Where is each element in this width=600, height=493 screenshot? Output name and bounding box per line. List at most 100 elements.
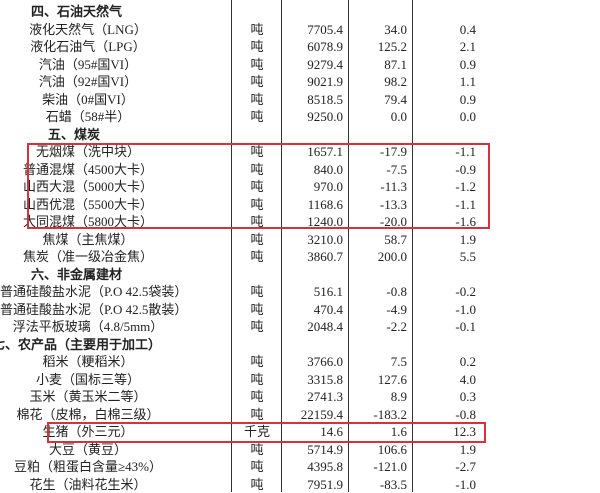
unit-cell: 吨 — [232, 476, 282, 493]
price-cell: 2048.4 — [282, 318, 343, 336]
unit-cell: 吨 — [232, 441, 282, 459]
change-cell: 98.2 — [349, 73, 407, 91]
price-cell: 4395.8 — [282, 458, 343, 476]
percent-cell: 0.0 — [413, 108, 476, 126]
unit-cell: 吨 — [232, 38, 282, 56]
section-header: 四、石油天然气 — [0, 3, 600, 21]
percent-cell: 5.5 — [413, 248, 476, 266]
unit-cell: 吨 — [232, 318, 282, 336]
percent-cell: -0.2 — [413, 283, 476, 301]
unit-cell: 吨 — [232, 388, 282, 406]
highlight-box-live-pig — [47, 422, 486, 443]
item-name: 玉米（黄玉米二等） — [0, 388, 176, 406]
change-cell: 8.9 — [349, 388, 407, 406]
change-cell: 7.5 — [349, 353, 407, 371]
percent-cell: 4.0 — [413, 371, 476, 389]
percent-cell: -0.8 — [413, 406, 476, 424]
item-name: 普通硅酸盐水泥（P.O 42.5袋装） — [0, 283, 176, 301]
item-name: 豆粕（粗蛋白含量≥43%） — [0, 458, 176, 476]
percent-cell: 0.9 — [413, 91, 476, 109]
price-cell: 470.4 — [282, 301, 343, 319]
price-cell: 9279.4 — [282, 56, 343, 74]
item-name: 小麦（国标三等） — [0, 371, 176, 389]
percent-cell: 2.1 — [413, 38, 476, 56]
price-cell: 3766.0 — [282, 353, 343, 371]
item-name: 汽油（95#国VI） — [0, 56, 176, 74]
change-cell: -0.8 — [349, 283, 407, 301]
unit-cell: 吨 — [232, 406, 282, 424]
price-cell: 7951.9 — [282, 476, 343, 493]
price-cell: 3860.7 — [282, 248, 343, 266]
price-cell: 5714.9 — [282, 441, 343, 459]
change-cell: 79.4 — [349, 91, 407, 109]
percent-cell: 0.3 — [413, 388, 476, 406]
item-name: 稻米（粳稻米） — [0, 353, 176, 371]
percent-cell: 0.2 — [413, 353, 476, 371]
price-cell: 9250.0 — [282, 108, 343, 126]
price-cell: 3210.0 — [282, 231, 343, 249]
section-title: 五、煤炭 — [48, 126, 100, 144]
price-cell: 9021.9 — [282, 73, 343, 91]
section-title: 七、农产品（主要用于加工） — [0, 336, 161, 354]
change-cell: -83.5 — [349, 476, 407, 493]
percent-cell: -0.1 — [413, 318, 476, 336]
percent-cell: -1.0 — [413, 301, 476, 319]
price-cell: 2741.3 — [282, 388, 343, 406]
item-name: 浮法平板玻璃（4.8/5mm） — [0, 318, 176, 336]
percent-cell: 0.9 — [413, 56, 476, 74]
price-cell: 22159.4 — [282, 406, 343, 424]
unit-cell: 吨 — [232, 353, 282, 371]
item-name: 普通硅酸盐水泥（P.O 42.5散装） — [0, 301, 176, 319]
change-cell: -4.9 — [349, 301, 407, 319]
unit-cell: 吨 — [232, 73, 282, 91]
unit-cell: 吨 — [232, 283, 282, 301]
change-cell: 87.1 — [349, 56, 407, 74]
change-cell: -121.0 — [349, 458, 407, 476]
price-cell: 516.1 — [282, 283, 343, 301]
item-name: 大豆（黄豆） — [0, 441, 176, 459]
price-cell: 3315.8 — [282, 371, 343, 389]
section-header: 五、煤炭 — [0, 126, 600, 144]
item-name: 焦炭（准一级冶金焦） — [0, 248, 176, 266]
unit-cell: 吨 — [232, 231, 282, 249]
highlight-box-coal — [27, 143, 490, 229]
unit-cell: 吨 — [232, 21, 282, 39]
change-cell: 58.7 — [349, 231, 407, 249]
unit-cell: 吨 — [232, 108, 282, 126]
price-cell: 6078.9 — [282, 38, 343, 56]
price-cell: 7705.4 — [282, 21, 343, 39]
item-name: 焦煤（主焦煤） — [0, 231, 176, 249]
unit-cell: 吨 — [232, 301, 282, 319]
percent-cell: 0.4 — [413, 21, 476, 39]
change-cell: 0.0 — [349, 108, 407, 126]
item-name: 液化石油气（LPG） — [0, 38, 176, 56]
unit-cell: 吨 — [232, 248, 282, 266]
change-cell: 127.6 — [349, 371, 407, 389]
item-name: 石蜡（58#半） — [0, 108, 176, 126]
unit-cell: 吨 — [232, 56, 282, 74]
percent-cell: 1.1 — [413, 73, 476, 91]
percent-cell: 1.9 — [413, 441, 476, 459]
change-cell: 125.2 — [349, 38, 407, 56]
unit-cell: 吨 — [232, 91, 282, 109]
item-name: 棉花（皮棉，白棉三级） — [0, 406, 176, 424]
item-name: 柴油（0#国VI） — [0, 91, 176, 109]
section-title: 四、石油天然气 — [31, 3, 122, 21]
item-name: 汽油（92#国VI） — [0, 73, 176, 91]
change-cell: 34.0 — [349, 21, 407, 39]
